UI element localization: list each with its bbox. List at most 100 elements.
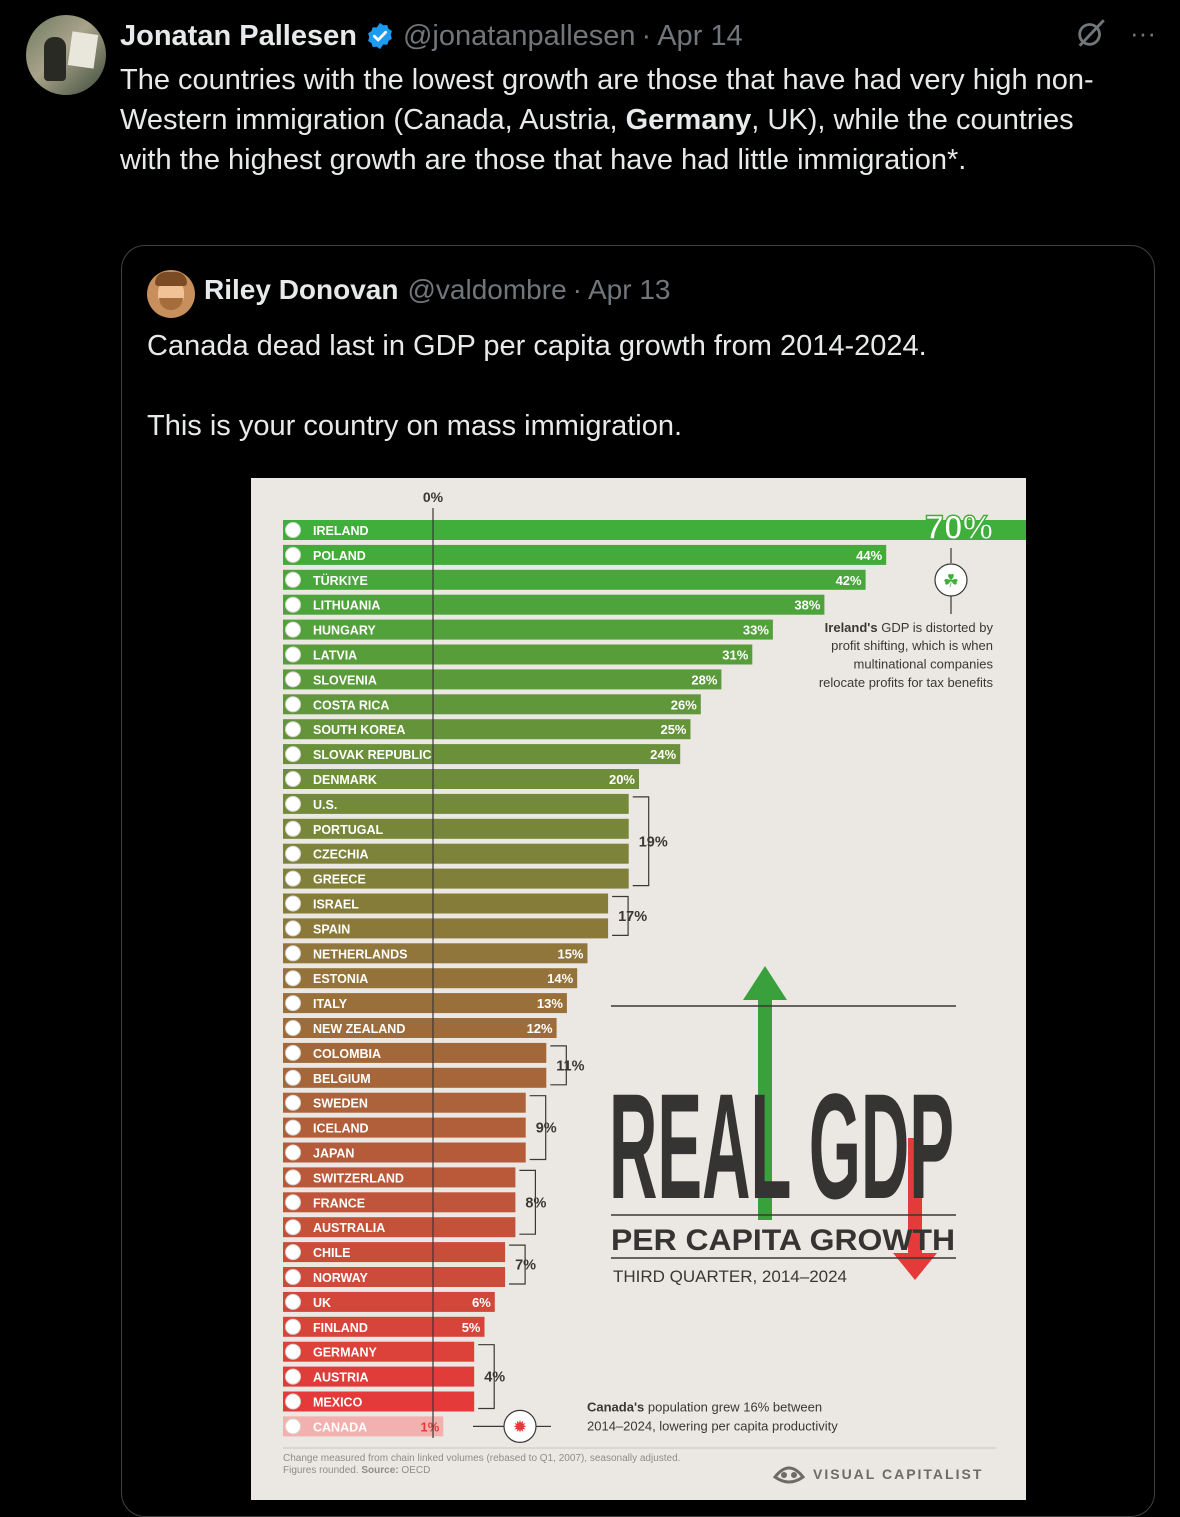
bar-norway — [283, 1267, 506, 1287]
data-label: 25% — [660, 722, 686, 737]
flag-icon — [285, 1169, 301, 1186]
grok-icon[interactable] — [1074, 16, 1108, 50]
flag-icon — [285, 970, 301, 987]
quoted-date[interactable]: Apr 13 — [587, 274, 671, 305]
more-options-icon[interactable]: ··· — [1130, 17, 1156, 48]
title-sub: PER CAPITA GROWTH — [611, 1224, 955, 1257]
chart-image[interactable]: 0% IRELAND 70% POLAND 44% TÜRKIYE 42% LITHUANIA… — [251, 478, 1026, 1500]
flag-icon — [285, 596, 301, 613]
tweet-text-bold: Germany — [625, 104, 752, 136]
bar-category-label: ESTONIA — [313, 972, 368, 986]
group-bracket — [519, 1169, 536, 1235]
bar-category-label: SPAIN — [313, 922, 350, 936]
bar-germany — [283, 1341, 475, 1362]
data-label: 38% — [794, 598, 820, 613]
bar-category-label: COSTA RICA — [313, 698, 389, 712]
title-period: THIRD QUARTER, 2014–2024 — [613, 1267, 847, 1286]
data-label: 42% — [836, 573, 862, 588]
group-bracket — [529, 1095, 547, 1161]
group-value-label: 8% — [525, 1195, 546, 1211]
group-bracket — [509, 1244, 526, 1285]
bar-category-label: UK — [313, 1296, 331, 1310]
data-label: 24% — [650, 747, 676, 762]
bar-iceland — [283, 1117, 526, 1138]
quoted-blank-line — [147, 366, 1127, 406]
flag-icon — [285, 820, 301, 837]
bar-poland — [283, 544, 887, 565]
footnote-source: OECD — [401, 1465, 431, 1476]
tweet-header: Jonatan Pallesen @jonatanpallesen · Apr … — [120, 16, 1156, 56]
flag-icon — [285, 1418, 301, 1435]
data-label: 70% — [925, 509, 993, 547]
data-label: 44% — [856, 548, 882, 563]
bar-south-korea — [283, 719, 691, 740]
ireland-note-bold: Ireland's — [825, 620, 882, 635]
bar-czechia — [283, 843, 629, 864]
bar-colombia — [283, 1042, 547, 1063]
bar-category-label: SLOVAK REPUBLIC — [313, 748, 432, 762]
quoted-author-name[interactable]: Riley Donovan — [204, 274, 399, 305]
red-arrow-shaft — [908, 1138, 922, 1253]
quoted-handle[interactable]: @valdombre — [407, 274, 567, 305]
ireland-note-line: multinational companies — [854, 657, 994, 672]
flag-icon — [285, 721, 301, 738]
bar-category-label: ITALY — [313, 997, 348, 1011]
canada-note-line: 2014–2024, lowering per capita productiv… — [587, 1418, 838, 1433]
bar-latvia — [283, 644, 753, 665]
bar-category-label: U.S. — [313, 798, 337, 812]
quoted-author-avatar[interactable] — [147, 270, 195, 318]
tweet-text-part-1: The countries with the lowest growth are… — [120, 64, 1094, 136]
group-bracket — [550, 1045, 567, 1086]
data-label: 31% — [722, 648, 748, 663]
bar-spain — [283, 918, 609, 939]
data-label: 6% — [472, 1295, 491, 1310]
title-big: REAL GDP — [609, 1062, 954, 1230]
bar-category-label: ISRAEL — [313, 898, 359, 912]
quoted-line-2: This is your country on mass immigration… — [147, 410, 683, 442]
bar-category-label: GREECE — [313, 873, 366, 887]
bar-finland — [283, 1316, 485, 1337]
bar-new-zealand — [283, 1018, 557, 1038]
quoted-tweet[interactable]: Riley Donovan @valdombre · Apr 13 Canada… — [121, 245, 1155, 1517]
bar-category-label: NETHERLANDS — [313, 947, 407, 961]
bar-category-label: SWEDEN — [313, 1097, 368, 1111]
visual-capitalist-icon — [773, 1466, 805, 1484]
bar-greece — [283, 868, 629, 889]
flag-icon — [285, 1069, 301, 1086]
bar-italy — [283, 993, 567, 1014]
flag-icon — [285, 1368, 301, 1385]
data-label: 20% — [609, 772, 635, 787]
maple-leaf-icon: ✹ — [513, 1417, 527, 1437]
bar-category-label: FRANCE — [313, 1196, 365, 1210]
bar-lithuania — [283, 594, 825, 615]
ireland-note-line: profit shifting, which is when — [831, 638, 993, 653]
flag-icon — [285, 1244, 301, 1261]
canada-note-line: Canada's population grew 16% between — [587, 1399, 822, 1414]
group-bracket — [478, 1344, 495, 1410]
bar-japan — [283, 1142, 526, 1163]
brand-name: VISUAL CAPITALIST — [813, 1466, 984, 1482]
author-avatar[interactable] — [26, 15, 106, 95]
flag-icon — [285, 1318, 301, 1335]
bar-canada — [283, 1416, 444, 1437]
flag-icon — [285, 795, 301, 812]
bar-slovak-republic — [283, 744, 681, 765]
bar-category-label: TÜRKIYE — [313, 573, 368, 588]
bar-category-label: GERMANY — [313, 1346, 378, 1360]
verified-badge-icon — [368, 22, 392, 50]
bar-category-label: PORTUGAL — [313, 823, 384, 837]
brand-logo: VISUAL CAPITALIST — [773, 1463, 983, 1485]
data-label: 33% — [743, 623, 769, 638]
tweet-date[interactable]: Apr 14 — [657, 19, 743, 52]
bar-category-label: CANADA — [313, 1420, 367, 1434]
group-value-label: 19% — [639, 834, 668, 850]
flag-icon — [285, 895, 301, 912]
quoted-header: Riley Donovan @valdombre · Apr 13 — [204, 274, 670, 306]
bar-category-label: LATVIA — [313, 649, 357, 663]
data-label: 13% — [537, 996, 563, 1011]
bar-category-label: DENMARK — [313, 773, 377, 787]
bar-ireland — [283, 520, 1026, 540]
author-name[interactable]: Jonatan Pallesen — [120, 19, 357, 52]
flag-icon — [285, 1044, 301, 1061]
author-handle[interactable]: @jonatanpallesen — [402, 19, 636, 52]
